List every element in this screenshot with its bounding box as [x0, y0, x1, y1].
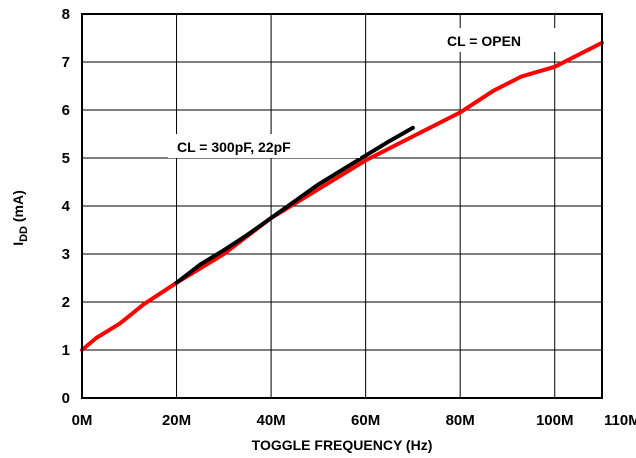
y-axis-label-sub: DD: [18, 226, 30, 242]
x-axis-label: TOGGLE FREQUENCY (Hz): [252, 437, 433, 453]
legend-label-open: CL = OPEN: [447, 33, 521, 49]
series-line: [82, 43, 602, 350]
y-axis-label-unit: (mA): [10, 190, 26, 226]
y-tick-label: 5: [62, 150, 70, 167]
x-tick-label: 0M: [72, 412, 93, 429]
x-tick-label: 100M: [536, 412, 574, 429]
x-tick-label: 60M: [351, 412, 380, 429]
series-lines: [82, 43, 602, 350]
y-tick-labels: 0 1 2 3 4 5 6 7 8: [62, 6, 71, 407]
x-tick-label: 40M: [256, 412, 285, 429]
y-tick-label: 2: [62, 294, 70, 311]
x-tick-label: 20M: [162, 412, 191, 429]
y-tick-label: 3: [62, 246, 70, 263]
y-tick-label: 8: [62, 6, 70, 23]
legend-label-loaded: CL = 300pF, 22pF: [177, 139, 291, 155]
y-tick-label: 0: [62, 390, 70, 407]
grid: [82, 14, 602, 398]
y-tick-label: 4: [62, 198, 71, 215]
y-axis-label: IDD (mA): [10, 190, 30, 246]
x-tick-label: 80M: [446, 412, 475, 429]
y-tick-label: 1: [62, 342, 70, 359]
x-tick-label: 110M: [604, 412, 636, 429]
x-tick-labels: 0M 20M 40M 60M 80M 100M 110M: [72, 412, 636, 429]
y-tick-label: 6: [62, 102, 70, 119]
y-tick-label: 7: [62, 54, 70, 71]
